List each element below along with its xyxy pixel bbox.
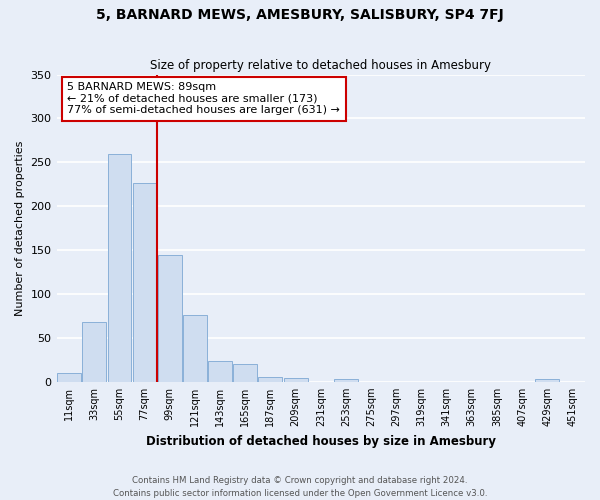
Bar: [208, 360, 232, 382]
Bar: [183, 315, 207, 382]
Bar: [535, 379, 559, 382]
Bar: [133, 184, 157, 382]
Bar: [233, 364, 257, 382]
Bar: [57, 373, 81, 382]
X-axis label: Distribution of detached houses by size in Amesbury: Distribution of detached houses by size …: [146, 434, 496, 448]
Bar: [158, 256, 182, 382]
Bar: [259, 378, 283, 382]
Bar: [82, 322, 106, 382]
Text: Contains HM Land Registry data © Crown copyright and database right 2024.
Contai: Contains HM Land Registry data © Crown c…: [113, 476, 487, 498]
Y-axis label: Number of detached properties: Number of detached properties: [15, 140, 25, 316]
Title: Size of property relative to detached houses in Amesbury: Size of property relative to detached ho…: [150, 59, 491, 72]
Text: 5, BARNARD MEWS, AMESBURY, SALISBURY, SP4 7FJ: 5, BARNARD MEWS, AMESBURY, SALISBURY, SP…: [96, 8, 504, 22]
Bar: [334, 379, 358, 382]
Text: 5 BARNARD MEWS: 89sqm
← 21% of detached houses are smaller (173)
77% of semi-det: 5 BARNARD MEWS: 89sqm ← 21% of detached …: [67, 82, 340, 116]
Bar: [107, 154, 131, 382]
Bar: [284, 378, 308, 382]
